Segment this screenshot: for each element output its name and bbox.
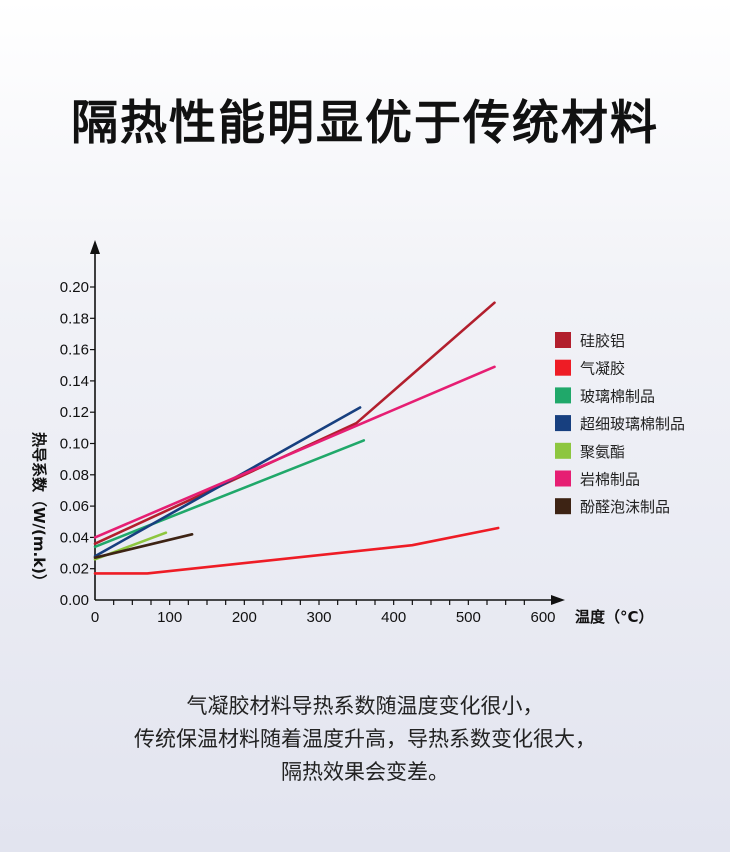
caption-line-1: 气凝胶材料导热系数随温度变化很小，: [186, 694, 544, 718]
y-tick-label: 0.10: [60, 436, 89, 453]
y-tick-label: 0.08: [60, 467, 89, 484]
x-tick-label: 100: [157, 609, 182, 626]
series-line-6: [93, 365, 496, 539]
series-line-3: [93, 439, 366, 549]
y-tick-label: 0.00: [60, 592, 89, 609]
x-tick-label: 500: [456, 609, 481, 626]
y-tick-label: 0.20: [60, 279, 89, 296]
legend-label-2: 气凝胶: [580, 360, 625, 378]
caption: 气凝胶材料导热系数随温度变化很小， 传统保温材料随着温度升高，导热系数变化很大，…: [0, 690, 730, 789]
legend-label-3: 玻璃棉制品: [580, 387, 655, 405]
series-line-2: [93, 526, 500, 575]
x-tick-label: 0: [91, 609, 99, 626]
legend-swatch-4: [555, 415, 571, 432]
series-line-1: [93, 301, 496, 546]
caption-line-2: 传统保温材料随着温度升高，导热系数变化很大，: [134, 727, 596, 751]
legend-swatch-2: [555, 359, 571, 376]
y-tick-label: 0.18: [60, 310, 89, 327]
y-tick-label: 0.06: [60, 498, 89, 515]
page-title: 隔热性能明显优于传统材料: [71, 96, 659, 151]
legend-label-4: 超细玻璃棉制品: [580, 415, 685, 433]
y-tick-label: 0.12: [60, 404, 89, 421]
legend-label-1: 硅胶铝: [580, 332, 625, 350]
legend-swatch-5: [555, 442, 571, 459]
legend-label-5: 聚氨酯: [580, 443, 625, 461]
series-lines: [93, 301, 500, 575]
caption-line-3: 隔热效果会变差。: [281, 760, 449, 784]
x-tick-label: 600: [530, 609, 555, 626]
legend-swatch-7: [555, 498, 571, 515]
x-axis-label: 温度（°C）: [575, 608, 654, 626]
y-tick-label: 0.16: [60, 342, 89, 359]
legend-label-6: 岩棉制品: [580, 471, 640, 489]
y-tick-label: 0.02: [60, 561, 89, 578]
legend-swatch-3: [555, 387, 571, 404]
legend-swatch-1: [555, 332, 571, 348]
y-tick-label: 0.14: [60, 373, 89, 390]
series-line-7: [93, 532, 194, 560]
x-axis-arrow: [551, 595, 565, 605]
x-tick-label: 300: [306, 609, 331, 626]
x-tick-label: 400: [381, 609, 406, 626]
legend-swatch-6: [555, 470, 571, 487]
y-tick-label: 0.04: [60, 529, 89, 546]
x-tick-label: 200: [232, 609, 257, 626]
y-axis-arrow: [90, 240, 100, 254]
chart-axes: 0.00 0.02 0.04 0.06 0.08 0.10 0.12 0.14 0.16 0.18…: [30, 240, 654, 626]
y-axis-label: 热导系数（W/(m.k)）: [30, 432, 48, 589]
legend-label-7: 酚醛泡沫制品: [580, 498, 670, 516]
